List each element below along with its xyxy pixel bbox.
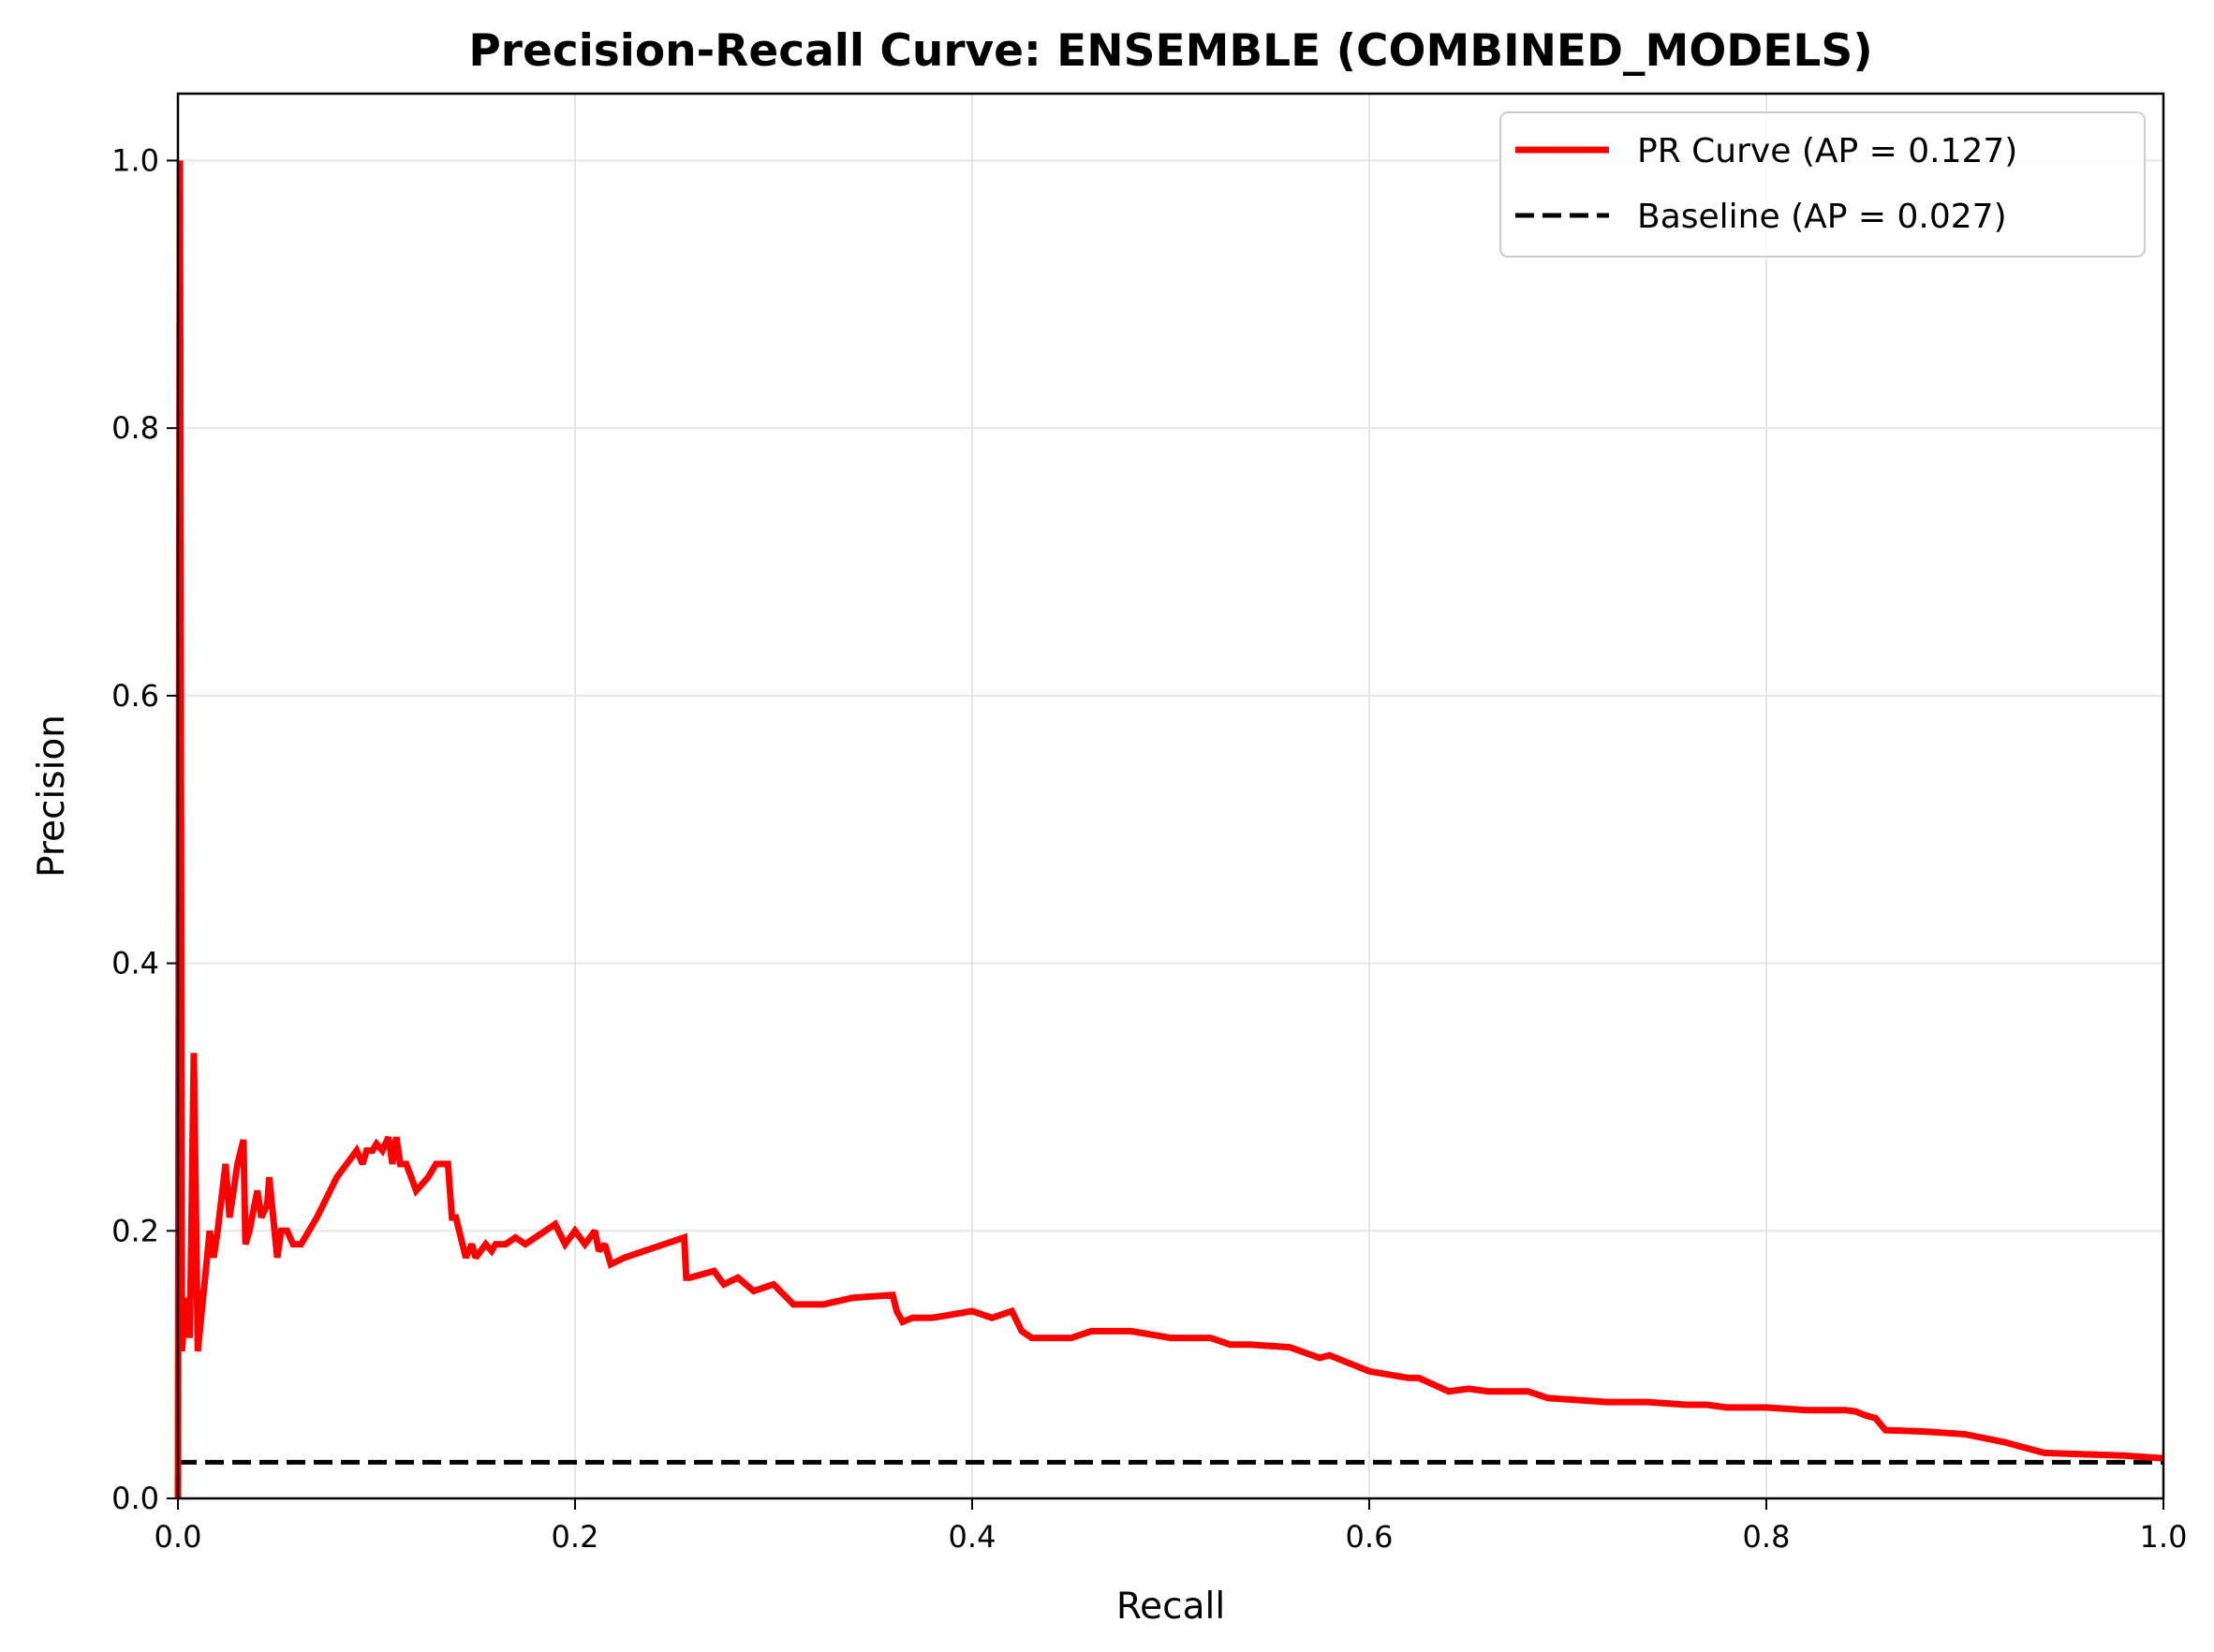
y-tick-label: 0.4 — [111, 946, 159, 981]
plot-area-frame — [176, 92, 2165, 1500]
pr-curve-series — [174, 160, 2164, 1499]
y-tick-label: 0.6 — [111, 678, 159, 714]
x-axis-ticks: 0.0 0.2 0.4 0.6 0.8 1.0 — [155, 1498, 2188, 1555]
x-tick-label: 0.6 — [1346, 1519, 1394, 1555]
x-axis-label: Recall — [1116, 1586, 1225, 1628]
y-axis-label: Precision — [31, 715, 73, 878]
x-tick-label: 1.0 — [2140, 1519, 2188, 1555]
x-tick-label: 0.0 — [155, 1519, 202, 1555]
legend: PR Curve (AP = 0.127) Baseline (AP = 0.0… — [1499, 111, 2146, 258]
y-tick-label: 0.2 — [111, 1213, 159, 1248]
pr-curve-line — [174, 160, 2164, 1499]
grid-lines — [177, 94, 2164, 1499]
y-axis-ticks: 0.0 0.2 0.4 0.6 0.8 1.0 — [111, 142, 178, 1516]
chart-title: Precision-Recall Curve: ENSEMBLE (COMBIN… — [468, 25, 1872, 77]
legend-box — [1499, 111, 2146, 258]
legend-label-pr-curve: PR Curve (AP = 0.127) — [1637, 132, 2017, 170]
legend-label-baseline: Baseline (AP = 0.027) — [1637, 198, 2007, 236]
y-tick-label: 1.0 — [111, 142, 159, 178]
y-tick-label: 0.0 — [111, 1481, 159, 1516]
x-tick-label: 0.8 — [1743, 1519, 1791, 1555]
y-tick-label: 0.8 — [111, 410, 159, 446]
x-tick-label: 0.2 — [552, 1519, 599, 1555]
x-tick-label: 0.4 — [949, 1519, 996, 1555]
